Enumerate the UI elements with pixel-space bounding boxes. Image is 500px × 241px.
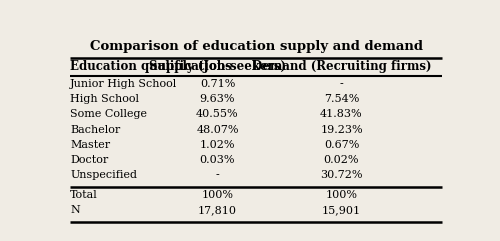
Text: 100%: 100% — [202, 190, 234, 200]
Text: Master: Master — [70, 140, 110, 150]
Text: Education qualifications: Education qualifications — [70, 60, 232, 73]
Text: Doctor: Doctor — [70, 155, 108, 165]
Text: 19.23%: 19.23% — [320, 125, 363, 135]
Text: Unspecified: Unspecified — [70, 170, 137, 180]
Text: 41.83%: 41.83% — [320, 109, 363, 120]
Text: High School: High School — [70, 94, 139, 104]
Text: 40.55%: 40.55% — [196, 109, 239, 120]
Text: 15,901: 15,901 — [322, 205, 361, 215]
Text: 0.03%: 0.03% — [200, 155, 235, 165]
Text: Some College: Some College — [70, 109, 147, 120]
Text: Junior High School: Junior High School — [70, 79, 178, 89]
Text: 0.71%: 0.71% — [200, 79, 235, 89]
Text: 100%: 100% — [326, 190, 358, 200]
Text: Bachelor: Bachelor — [70, 125, 120, 135]
Text: 0.02%: 0.02% — [324, 155, 359, 165]
Text: 17,810: 17,810 — [198, 205, 237, 215]
Text: 1.02%: 1.02% — [200, 140, 235, 150]
Text: -: - — [216, 170, 220, 180]
Text: 30.72%: 30.72% — [320, 170, 363, 180]
Text: 48.07%: 48.07% — [196, 125, 239, 135]
Text: 9.63%: 9.63% — [200, 94, 235, 104]
Text: Comparison of education supply and demand: Comparison of education supply and deman… — [90, 40, 423, 53]
Text: 0.67%: 0.67% — [324, 140, 359, 150]
Text: Total: Total — [70, 190, 98, 200]
Text: 7.54%: 7.54% — [324, 94, 359, 104]
Text: -: - — [340, 79, 344, 89]
Text: N: N — [70, 205, 80, 215]
Text: Supply (Job-seekers): Supply (Job-seekers) — [149, 60, 286, 73]
Text: Demand (Recruiting firms): Demand (Recruiting firms) — [252, 60, 431, 73]
